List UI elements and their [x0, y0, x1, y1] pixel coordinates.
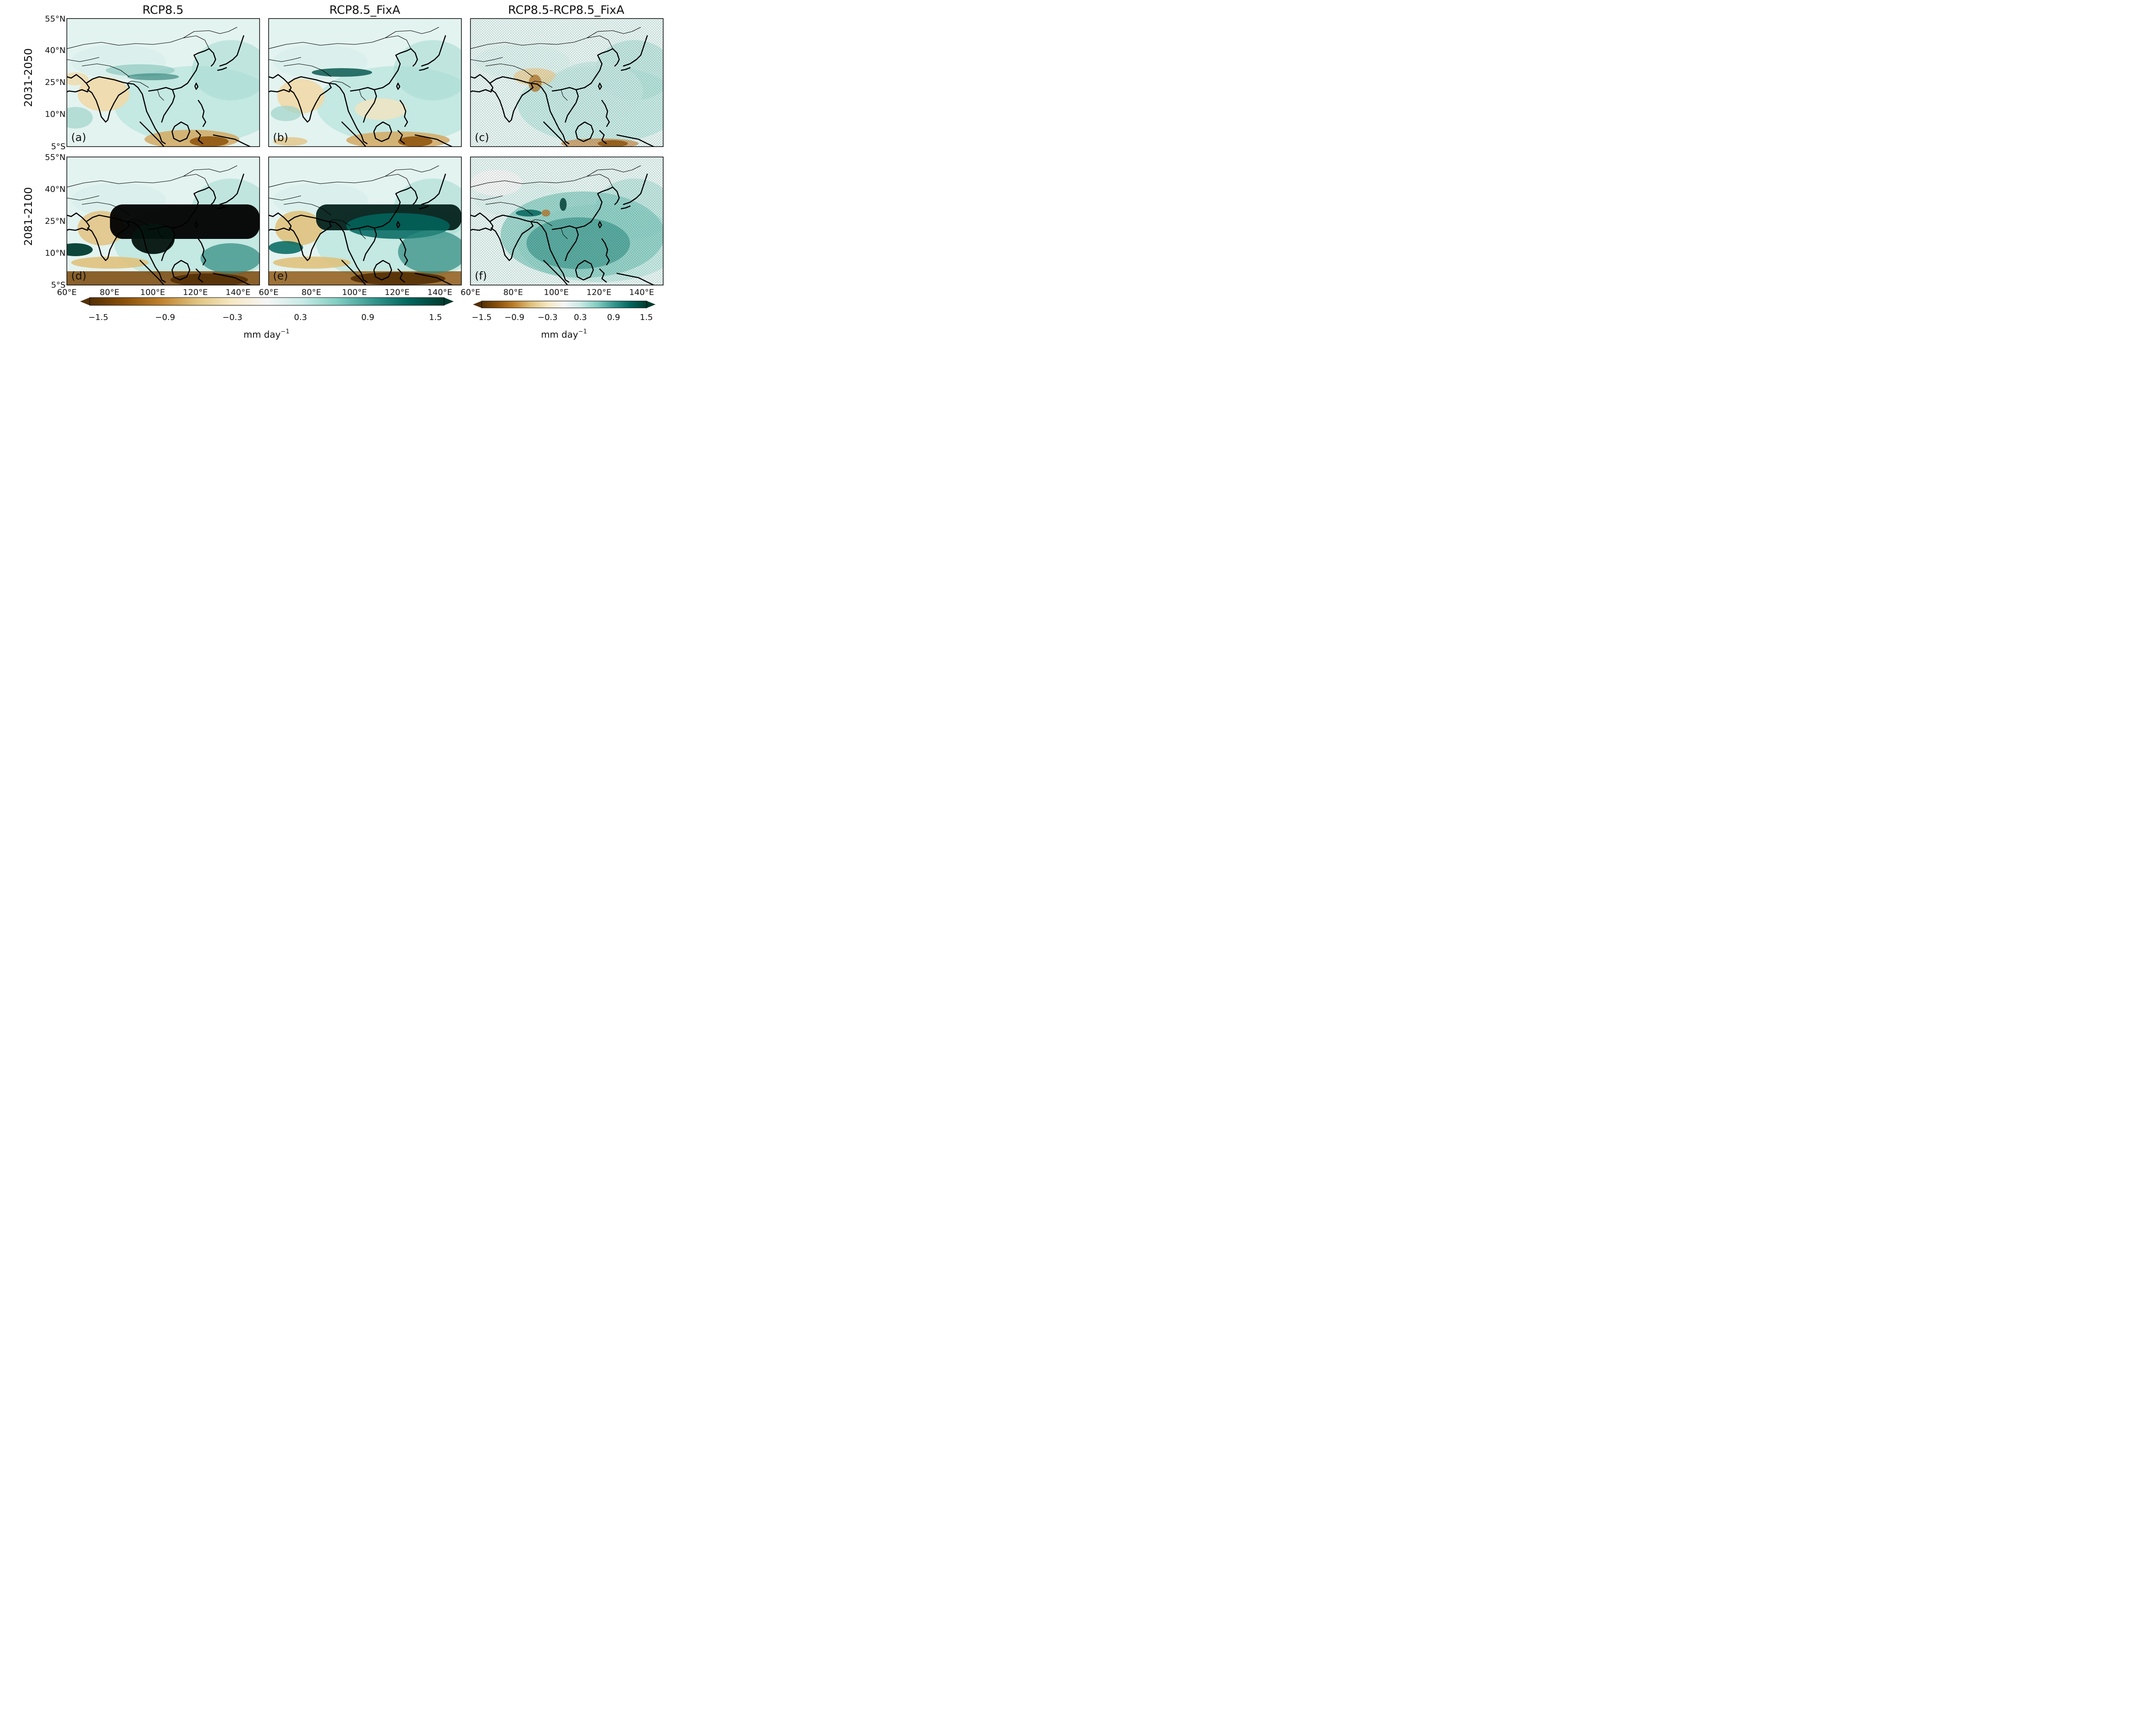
colorbar-main-tick: −0.9 — [155, 313, 175, 322]
colorbar-diff-tick: 1.5 — [640, 313, 653, 322]
panel-label-e: (e) — [273, 270, 288, 282]
row-title-2031-2050: 2031-2050 — [22, 48, 34, 107]
lat-tick: 25°N — [45, 216, 66, 226]
lon-tick: 60°E — [461, 288, 480, 297]
panel-e: (e) — [268, 157, 462, 285]
colorbar-difference: −1.5 −0.9 −0.3 0.3 0.9 1.5 mm day−1 — [472, 301, 655, 340]
lat-tick: 10°N — [45, 248, 66, 258]
panel-c: (c) — [470, 18, 664, 147]
colorbar-diff-tick: 0.9 — [607, 313, 620, 322]
colorbar-diff-tick: 0.3 — [574, 313, 587, 322]
lon-tick: 120°E — [586, 288, 611, 297]
lon-tick: 80°E — [503, 288, 523, 297]
colorbar-diff-unit: mm day−1 — [541, 328, 587, 340]
panel-d: (d) — [66, 157, 260, 285]
lon-tick: 140°E — [427, 288, 452, 297]
lon-tick: 80°E — [100, 288, 119, 297]
colorbar-main-tick: −1.5 — [88, 313, 108, 322]
lat-tick: 55°N — [45, 14, 66, 24]
lat-tick: 40°N — [45, 185, 66, 194]
lon-tick: 60°E — [57, 288, 77, 297]
colorbar-main-tick: 0.3 — [294, 313, 307, 322]
column-title-rcp85: RCP8.5 — [142, 3, 184, 17]
lon-tick: 120°E — [183, 288, 208, 297]
panel-label-d: (d) — [71, 270, 86, 282]
panel-label-a: (a) — [71, 131, 86, 144]
lat-axis-top-row: 55°N 40°N 25°N 10°N 5°S — [45, 14, 66, 151]
lon-tick: 60°E — [259, 288, 279, 297]
lon-tick: 140°E — [226, 288, 251, 297]
lat-axis-bottom-row: 55°N 40°N 25°N 10°N 5°S — [45, 153, 66, 290]
lat-tick: 5°S — [51, 142, 66, 151]
panel-label-c: (c) — [475, 131, 489, 144]
panel-label-f: (f) — [475, 270, 487, 282]
lon-tick: 100°E — [342, 288, 367, 297]
lon-tick: 100°E — [140, 288, 165, 297]
lat-tick: 10°N — [45, 110, 66, 119]
panel-b: (b) — [268, 18, 462, 147]
colorbar-diff-tick: −0.9 — [505, 313, 524, 322]
panel-f: (f) — [470, 157, 664, 285]
lat-tick: 55°N — [45, 153, 66, 162]
lon-tick: 100°E — [544, 288, 569, 297]
colorbar-main-tick: 0.9 — [361, 313, 374, 322]
colorbar-diff-tick: −0.3 — [538, 313, 558, 322]
lon-tick: 140°E — [629, 288, 654, 297]
lon-axis-left: 60°E 80°E 100°E 120°E 140°E — [57, 288, 251, 297]
column-title-difference: RCP8.5-RCP8.5_FixA — [508, 3, 624, 17]
precipitation-change-figure: RCP8.5 RCP8.5_FixA RCP8.5-RCP8.5_FixA 20… — [22, 3, 664, 340]
colorbar-main-tick: −0.3 — [222, 313, 242, 322]
colorbar-main: −1.5 −0.9 −0.3 0.3 0.9 1.5 mm day−1 — [80, 297, 454, 340]
lat-tick: 40°N — [45, 46, 66, 55]
colorbar-main-unit: mm day−1 — [244, 328, 290, 340]
colorbar-diff-tick: −1.5 — [472, 313, 492, 322]
row-title-2081-2100: 2081-2100 — [22, 187, 34, 246]
column-title-rcp85-fixa: RCP8.5_FixA — [329, 3, 401, 17]
lon-axis-middle: 60°E 80°E 100°E 120°E 140°E — [259, 288, 452, 297]
panel-a: (a) — [66, 18, 260, 147]
lat-tick: 5°S — [51, 280, 66, 290]
lat-tick: 25°N — [45, 78, 66, 87]
lon-tick: 80°E — [301, 288, 321, 297]
colorbar-main-tick: 1.5 — [429, 313, 442, 322]
lon-axis-right: 60°E 80°E 100°E 120°E 140°E — [461, 288, 654, 297]
panel-label-b: (b) — [273, 131, 288, 144]
lon-tick: 120°E — [385, 288, 410, 297]
